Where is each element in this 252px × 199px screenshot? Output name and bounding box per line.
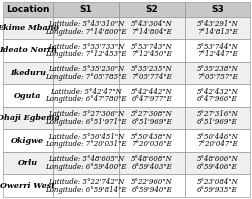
Text: 5°35'238"N: 5°35'238"N [196,65,238,73]
Text: 5°53'744"N: 5°53'744"N [196,43,238,51]
Bar [184,84,249,107]
Text: Longitude: 7°14'800"E: Longitude: 7°14'800"E [45,28,127,36]
Text: Latitude: 5°48'605"N: Latitude: 5°48'605"N [48,155,124,163]
Bar [119,129,184,152]
Bar [119,152,184,175]
Text: 6°59'403"E: 6°59'403"E [131,163,172,171]
Text: Latitude: 5°53'733"N: Latitude: 5°53'733"N [48,43,124,51]
Text: S1: S1 [80,5,92,14]
Text: Ikeduru: Ikeduru [10,69,46,77]
Text: 7°14'804"E: 7°14'804"E [131,28,172,36]
Text: 7°12'447"E: 7°12'447"E [197,50,237,58]
Text: Okigwe: Okigwe [11,137,44,145]
Text: 6°51'969"E: 6°51'969"E [131,118,172,126]
Bar [184,107,249,129]
Bar [184,175,249,197]
Bar [119,17,184,39]
Bar [53,62,119,84]
Bar [53,107,119,129]
Text: 6°59'406"E: 6°59'406"E [197,163,237,171]
Bar [119,175,184,197]
Bar [119,62,184,84]
Text: Longitude: 6°59'400"E: Longitude: 6°59'400"E [45,163,127,171]
Text: Latitude: 5°42'47"N: Latitude: 5°42'47"N [50,88,122,96]
Text: 6°47'966"E: 6°47'966"E [197,95,237,103]
Text: 5°22'960"N: 5°22'960"N [131,178,172,186]
Text: Oguta: Oguta [14,92,42,100]
Text: 6°59'940"E: 6°59'940"E [131,186,172,194]
Bar [53,152,119,175]
Text: 5°53'743"N: 5°53'743"N [131,43,172,51]
Text: 7°20'036"E: 7°20'036"E [131,140,172,148]
Text: 7°05'757"E: 7°05'757"E [197,73,237,81]
Bar [3,2,53,17]
Bar [3,17,53,39]
Text: Latitude: 5°27'306"N: Latitude: 5°27'306"N [48,110,124,118]
Bar [184,152,249,175]
Bar [119,107,184,129]
Text: 5°42'442"N: 5°42'442"N [131,88,172,96]
Bar [184,17,249,39]
Text: 5°48'606"N: 5°48'606"N [196,155,238,163]
Text: 6°51'969"E: 6°51'969"E [197,118,237,126]
Text: Longitude: 7°20'031"E: Longitude: 7°20'031"E [45,140,127,148]
Text: 6°59'935"E: 6°59'935"E [197,186,237,194]
Bar [3,175,53,197]
Bar [53,2,119,17]
Text: S3: S3 [210,5,223,14]
Text: Owerri West: Owerri West [1,182,55,190]
Bar [3,62,53,84]
Text: 5°43'291"N: 5°43'291"N [196,20,238,28]
Text: Longitude: 7°05'785"E: Longitude: 7°05'785"E [45,73,127,81]
Text: Latitude: 5°50'451"N: Latitude: 5°50'451"N [48,133,124,141]
Text: Longitude: 7°12'453"E: Longitude: 7°12'453"E [45,50,127,58]
Bar [3,152,53,175]
Text: Latitude: 5°43'310"N: Latitude: 5°43'310"N [48,20,124,28]
Text: 5°23'084"N: 5°23'084"N [196,178,238,186]
Text: Longitude: 6°47'780"E: Longitude: 6°47'780"E [45,95,127,103]
Text: 6°47'977"E: 6°47'977"E [131,95,172,103]
Text: Location: Location [6,5,49,14]
Bar [119,39,184,62]
Bar [119,2,184,17]
Bar [119,84,184,107]
Bar [53,129,119,152]
Text: Ekime Mbano: Ekime Mbano [0,24,59,32]
Text: 7°14'813"E: 7°14'813"E [197,28,237,36]
Text: Ideato North: Ideato North [0,46,57,55]
Text: 7°12'450"E: 7°12'450"E [131,50,172,58]
Text: 5°42'432"N: 5°42'432"N [196,88,238,96]
Bar [3,129,53,152]
Bar [184,62,249,84]
Bar [53,39,119,62]
Bar [53,17,119,39]
Text: 7°20'047"E: 7°20'047"E [197,140,237,148]
Text: S2: S2 [145,5,158,14]
Text: 5°50'438"N: 5°50'438"N [131,133,172,141]
Bar [53,84,119,107]
Text: Latitude: 5°22'742"N: Latitude: 5°22'742"N [48,178,124,186]
Text: Ohaji Egbema: Ohaji Egbema [0,114,59,122]
Text: 7°05'774"E: 7°05'774"E [131,73,172,81]
Text: 5°43'304"N: 5°43'304"N [131,20,172,28]
Text: 5°35'235"N: 5°35'235"N [131,65,172,73]
Bar [53,175,119,197]
Text: 5°27'308"N: 5°27'308"N [131,110,172,118]
Bar [184,39,249,62]
Text: Longitude: 6°51'971"E: Longitude: 6°51'971"E [45,118,127,126]
Text: 5°27'316"N: 5°27'316"N [196,110,238,118]
Bar [3,84,53,107]
Text: Longitude: 6°59'814"E: Longitude: 6°59'814"E [45,186,127,194]
Text: Latitude: 5°35'230"N: Latitude: 5°35'230"N [48,65,124,73]
Text: Orlu: Orlu [18,159,38,167]
Text: 5°48'608"N: 5°48'608"N [131,155,172,163]
Bar [184,2,249,17]
Bar [184,129,249,152]
Text: 5°50'446"N: 5°50'446"N [196,133,238,141]
Bar [3,39,53,62]
Bar [3,107,53,129]
